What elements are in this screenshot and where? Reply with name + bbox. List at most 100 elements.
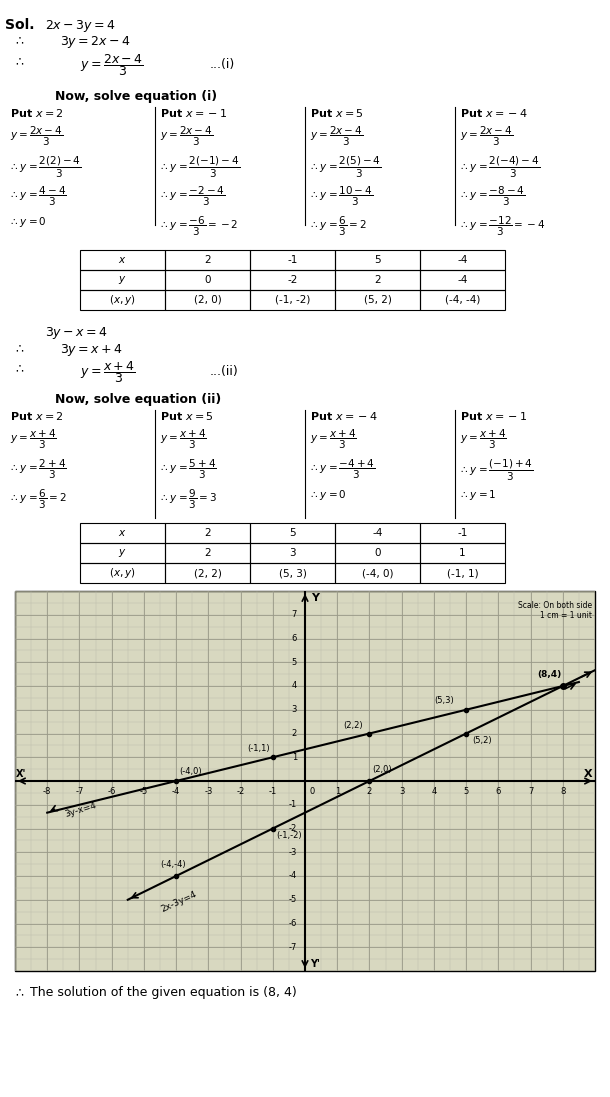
Text: $y = \dfrac{2x-4}{3}$: $y = \dfrac{2x-4}{3}$ [160, 125, 213, 148]
Text: (2,0): (2,0) [373, 765, 392, 773]
Text: $y$: $y$ [118, 274, 127, 286]
Text: 3y-x=4: 3y-x=4 [63, 801, 97, 818]
Text: $y = \dfrac{x+4}{3}$: $y = \dfrac{x+4}{3}$ [310, 428, 357, 451]
Text: $2x - 3y = 4$: $2x - 3y = 4$ [45, 18, 116, 34]
Text: -7: -7 [75, 787, 84, 796]
Bar [80, 250, 165, 270]
Text: $y = \dfrac{2x - 4}{3}$: $y = \dfrac{2x - 4}{3}$ [80, 52, 144, 78]
Text: $x$: $x$ [118, 528, 127, 538]
Text: 2: 2 [292, 730, 297, 738]
Text: (2, 0): (2, 0) [193, 295, 221, 305]
Text: 4: 4 [431, 787, 437, 796]
Text: 2x-3y=4: 2x-3y=4 [160, 890, 199, 914]
Bar [250, 270, 335, 290]
Text: Sol.: Sol. [5, 18, 35, 32]
Text: (5,3): (5,3) [434, 695, 454, 705]
Text: Put $x = 2$: Put $x = 2$ [10, 108, 63, 118]
Text: ∴ $y = \dfrac{4-4}{3}$: ∴ $y = \dfrac{4-4}{3}$ [10, 185, 66, 208]
Text: Put $x = 5$: Put $x = 5$ [310, 108, 364, 118]
Text: Put $x = 5$: Put $x = 5$ [160, 410, 213, 422]
Text: (-4, -4): (-4, -4) [445, 295, 480, 305]
Text: 2: 2 [374, 275, 381, 285]
Bar [420, 523, 505, 543]
Text: 5: 5 [292, 658, 297, 667]
Bar [420, 290, 505, 310]
Text: (8,4): (8,4) [537, 670, 561, 679]
Text: 5: 5 [374, 255, 381, 265]
Text: X: X [584, 769, 593, 779]
Text: ∴: ∴ [15, 34, 23, 47]
Text: ∴ $y = \dfrac{-8-4}{3}$: ∴ $y = \dfrac{-8-4}{3}$ [460, 185, 525, 208]
Text: ∴ $y = \dfrac{-12}{3} = -4$: ∴ $y = \dfrac{-12}{3} = -4$ [460, 215, 545, 238]
Text: (-1,-2): (-1,-2) [276, 832, 301, 840]
Text: ∴ $y = 0$: ∴ $y = 0$ [310, 488, 346, 502]
Text: Scale: On both side
1 cm = 1 unit: Scale: On both side 1 cm = 1 unit [518, 600, 592, 620]
Text: The solution of the given equation is (8, 4): The solution of the given equation is (8… [30, 986, 296, 999]
Text: $y = \dfrac{2x-4}{3}$: $y = \dfrac{2x-4}{3}$ [10, 125, 63, 148]
Text: $y = \dfrac{x + 4}{3}$: $y = \dfrac{x + 4}{3}$ [80, 359, 136, 385]
Text: ∴ $y = \dfrac{6}{3} = 2$: ∴ $y = \dfrac{6}{3} = 2$ [10, 488, 67, 511]
Text: (5, 2): (5, 2) [364, 295, 392, 305]
Text: (-4,0): (-4,0) [179, 767, 202, 777]
Text: 7: 7 [292, 610, 297, 619]
Text: 1: 1 [292, 753, 297, 761]
Text: $y = \dfrac{x+4}{3}$: $y = \dfrac{x+4}{3}$ [160, 428, 207, 451]
Text: $3y = 2x - 4$: $3y = 2x - 4$ [60, 34, 131, 50]
Text: ∴: ∴ [15, 55, 23, 68]
Text: ∴ $y = \dfrac{6}{3} = 2$: ∴ $y = \dfrac{6}{3} = 2$ [310, 215, 367, 238]
Text: X': X' [16, 769, 27, 779]
Text: $y$: $y$ [118, 547, 127, 559]
Bar [165, 523, 250, 543]
Text: -3: -3 [204, 787, 212, 796]
Text: ∴ $y = \dfrac{10-4}{3}$: ∴ $y = \dfrac{10-4}{3}$ [310, 185, 373, 208]
Text: ∴: ∴ [15, 362, 23, 375]
Text: -5: -5 [140, 787, 148, 796]
Text: Put $x = -4$: Put $x = -4$ [460, 108, 528, 118]
Text: Now, solve equation (i): Now, solve equation (i) [55, 90, 217, 103]
Text: ∴ $y = 1$: ∴ $y = 1$ [460, 488, 497, 502]
Bar [335, 290, 420, 310]
Text: -8: -8 [43, 787, 51, 796]
Bar [80, 270, 165, 290]
Text: -1: -1 [287, 255, 298, 265]
Text: ...(ii): ...(ii) [210, 365, 239, 378]
Text: 2: 2 [204, 528, 211, 538]
Text: -4: -4 [172, 787, 180, 796]
Text: (-4, 0): (-4, 0) [362, 568, 393, 578]
Bar [420, 250, 505, 270]
Bar [335, 543, 420, 563]
Text: $x$: $x$ [118, 255, 127, 265]
Text: 3: 3 [289, 548, 296, 558]
Text: ∴ $y = \dfrac{2+4}{3}$: ∴ $y = \dfrac{2+4}{3}$ [10, 459, 66, 482]
Bar [335, 270, 420, 290]
Bar [165, 290, 250, 310]
Text: -2: -2 [237, 787, 245, 796]
Text: -2: -2 [289, 824, 297, 833]
Text: 6: 6 [292, 634, 297, 643]
Text: ∴ $y = \dfrac{9}{3} = 3$: ∴ $y = \dfrac{9}{3} = 3$ [160, 488, 217, 511]
Bar [165, 543, 250, 563]
Text: (-4,-4): (-4,-4) [160, 860, 185, 869]
Bar [335, 523, 420, 543]
Text: ∴ $y = \dfrac{2(5)-4}{3}$: ∴ $y = \dfrac{2(5)-4}{3}$ [310, 155, 381, 180]
Text: 8: 8 [560, 787, 565, 796]
Text: ∴ $y = 0$: ∴ $y = 0$ [10, 215, 46, 229]
Text: $(x, y)$: $(x, y)$ [109, 566, 136, 580]
Text: -1: -1 [458, 528, 468, 538]
Text: $3y - x = 4$: $3y - x = 4$ [45, 325, 108, 341]
Text: ...(i): ...(i) [210, 58, 235, 71]
Text: ∴ $y = \dfrac{2(-4)-4}{3}$: ∴ $y = \dfrac{2(-4)-4}{3}$ [460, 155, 540, 180]
Text: 0: 0 [204, 275, 210, 285]
Text: 5: 5 [289, 528, 296, 538]
Text: 1: 1 [335, 787, 340, 796]
Text: (5,2): (5,2) [473, 736, 492, 745]
Text: 2: 2 [204, 255, 211, 265]
Text: $y = \dfrac{2x-4}{3}$: $y = \dfrac{2x-4}{3}$ [310, 125, 363, 148]
Text: $y = \dfrac{x+4}{3}$: $y = \dfrac{x+4}{3}$ [460, 428, 507, 451]
Bar [250, 563, 335, 583]
Bar [165, 563, 250, 583]
Bar [250, 250, 335, 270]
Text: 1: 1 [459, 548, 466, 558]
Text: $y = \dfrac{x+4}{3}$: $y = \dfrac{x+4}{3}$ [10, 428, 57, 451]
Bar [250, 290, 335, 310]
